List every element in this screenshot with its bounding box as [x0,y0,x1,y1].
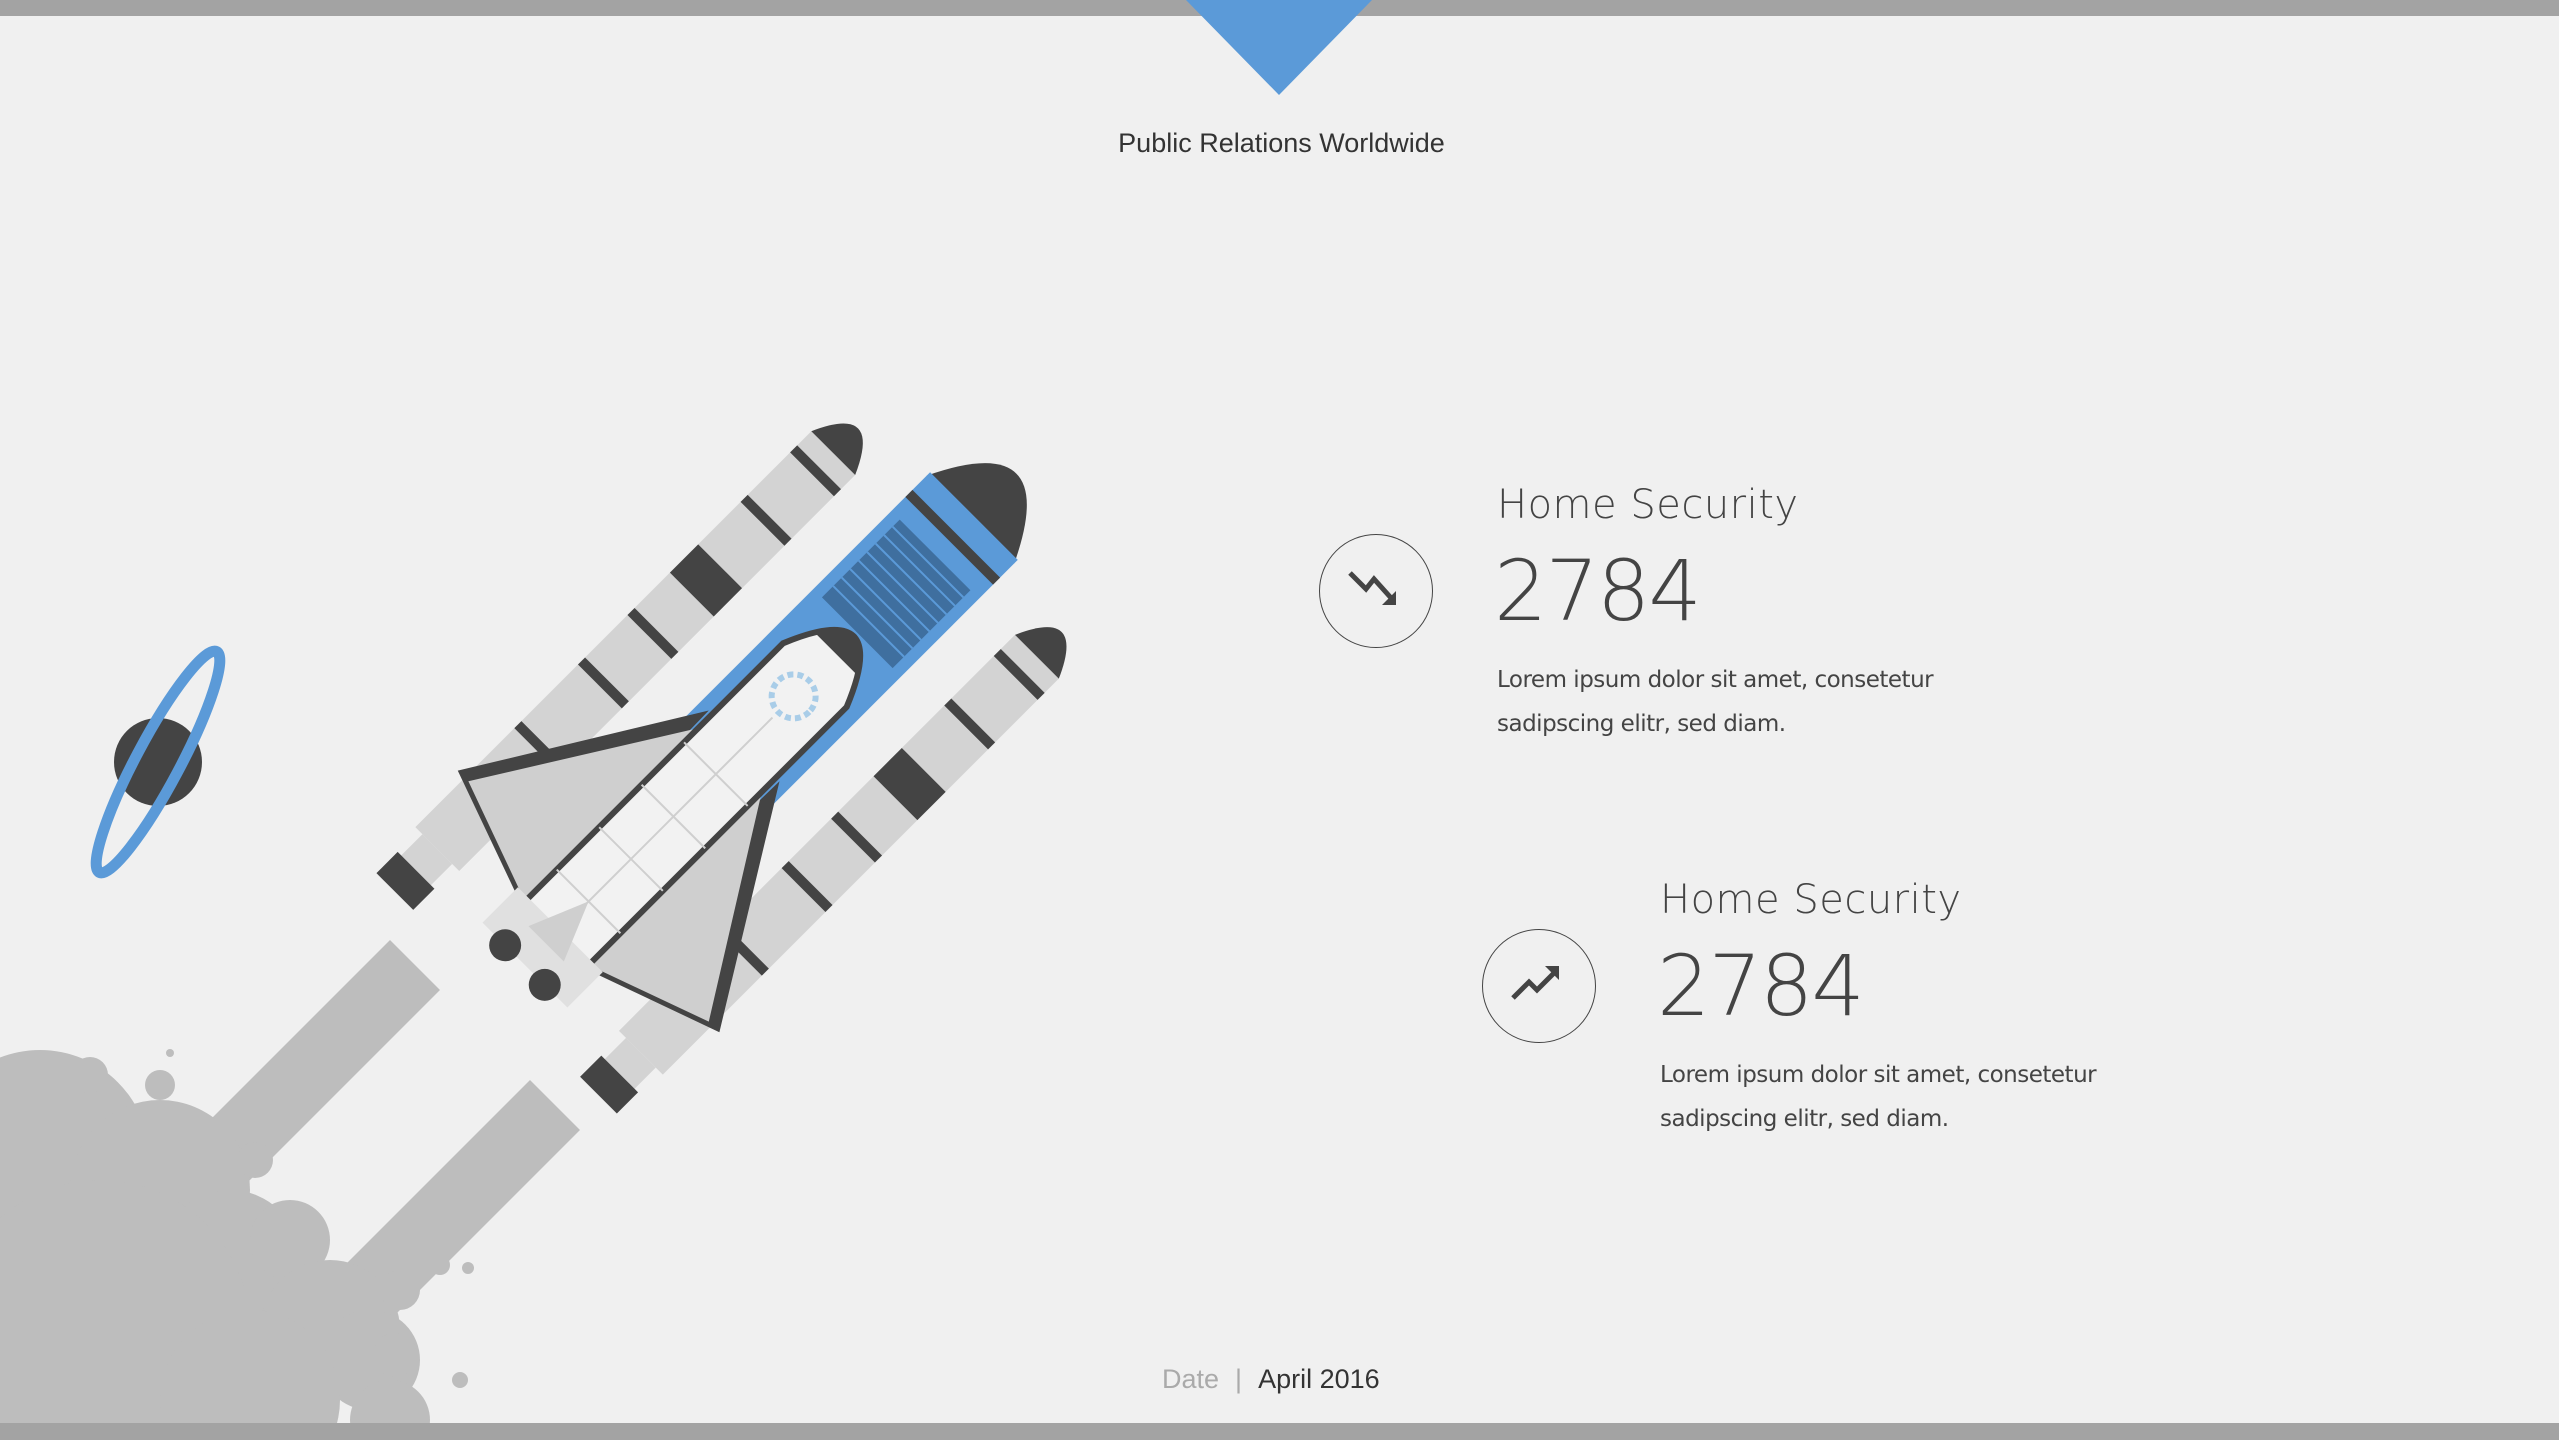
smoke-cloud [0,1049,474,1440]
trend-up-icon [1511,966,1559,1000]
orbiter [457,626,864,1033]
stat-icon-circle [1319,534,1433,648]
description-line: Lorem ipsum dolor sit amet, consetetur [1497,667,1934,693]
stat-description: Lorem ipsum dolor sit amet, consetetur s… [1660,1053,2097,1141]
stat-icon-circle [1482,929,1596,1043]
date-value: April 2016 [1258,1364,1380,1394]
stat-value: 2784 [1494,542,1702,640]
trend-down-icon [1348,571,1396,605]
separator: | [1235,1364,1243,1394]
description-line: Lorem ipsum dolor sit amet, consetetur [1660,1062,2097,1088]
date-label: Date [1162,1364,1220,1394]
space-shuttle [376,423,1067,1114]
page-title: Public Relations Worldwide [1118,128,1445,158]
stat-value: 2784 [1657,937,1865,1035]
stat-title: Home Security [1497,482,1799,528]
bottom-bar [0,1423,2559,1440]
planet-icon [90,645,226,879]
stat-description: Lorem ipsum dolor sit amet, consetetur s… [1497,658,1934,746]
accent-triangle [1186,0,1372,95]
description-line: sadipscing elitr, sed diam. [1660,1106,1949,1132]
stat-title: Home Security [1660,877,1962,923]
footer-date: Date | April 2016 [1162,1364,1380,1395]
description-line: sadipscing elitr, sed diam. [1497,711,1786,737]
